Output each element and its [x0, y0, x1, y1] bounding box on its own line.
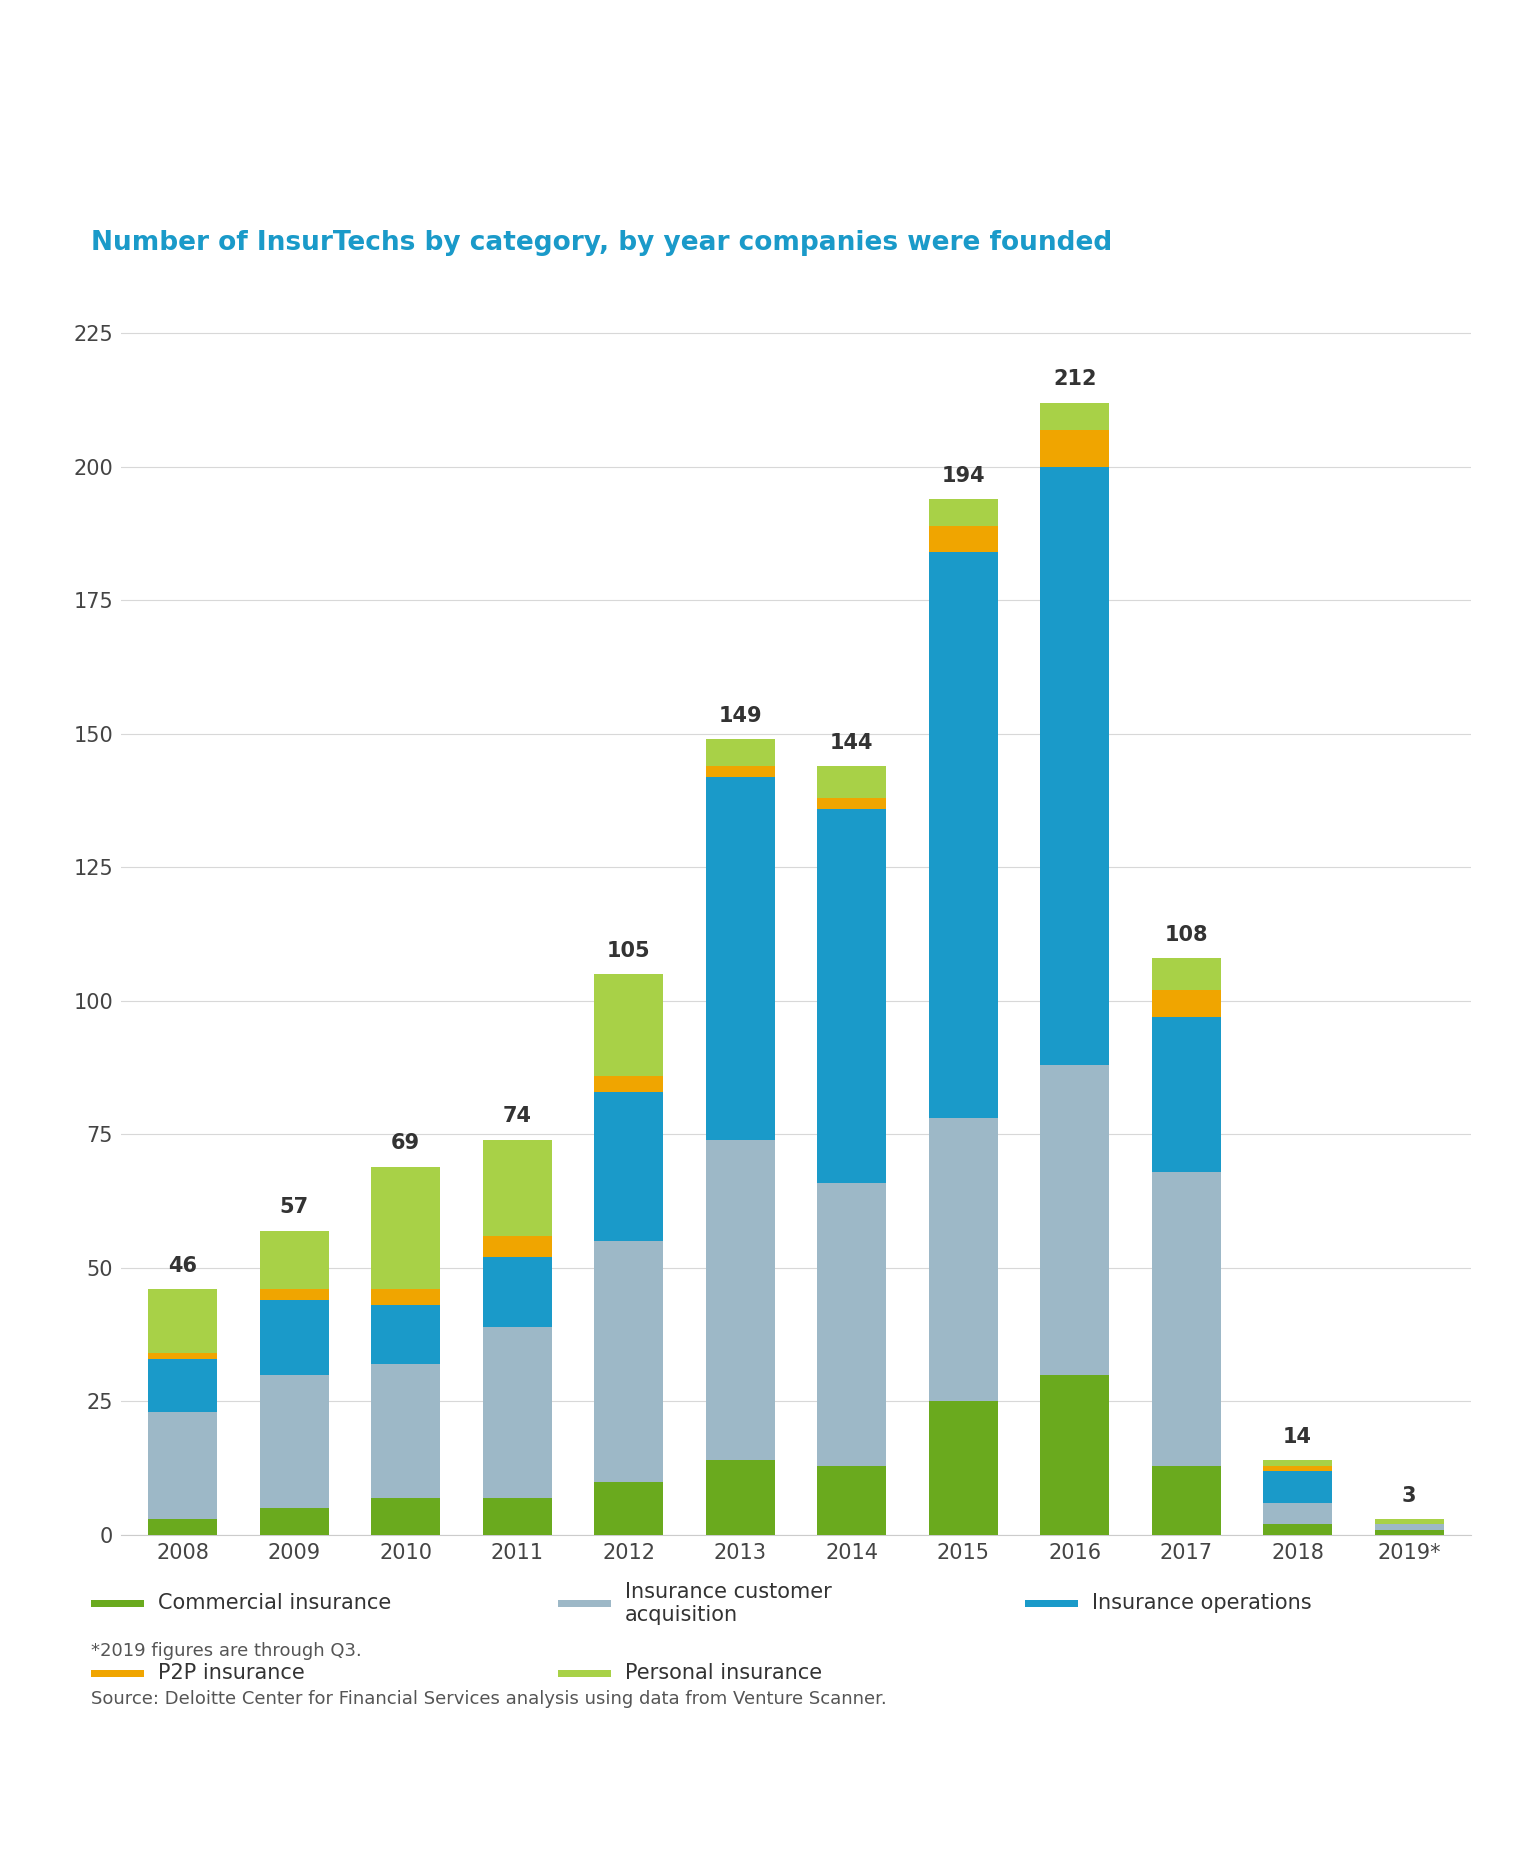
Bar: [1040, 467, 1110, 1065]
Bar: [817, 766, 887, 798]
Bar: [929, 525, 998, 553]
Bar: [1152, 959, 1220, 991]
Bar: [817, 1182, 887, 1465]
Text: 212: 212: [1054, 369, 1096, 390]
Bar: [1040, 403, 1110, 430]
Bar: [1375, 1530, 1443, 1534]
Bar: [371, 1167, 440, 1289]
Bar: [594, 1482, 662, 1534]
Bar: [1040, 1375, 1110, 1534]
Bar: [1152, 1465, 1220, 1534]
Text: Commercial insurance: Commercial insurance: [158, 1593, 391, 1614]
Bar: [929, 499, 998, 525]
FancyBboxPatch shape: [1025, 1599, 1078, 1606]
Text: 105: 105: [606, 940, 650, 961]
Bar: [259, 1508, 329, 1534]
Bar: [371, 1497, 440, 1534]
Bar: [929, 553, 998, 1119]
Bar: [1152, 991, 1220, 1017]
Bar: [594, 1093, 662, 1241]
Text: infopulse: infopulse: [591, 1764, 925, 1825]
Bar: [817, 1465, 887, 1534]
Bar: [1263, 1465, 1333, 1471]
FancyBboxPatch shape: [558, 1670, 611, 1677]
Text: Source: Deloitte Center for Financial Services analysis using data from Venture : Source: Deloitte Center for Financial Se…: [91, 1690, 887, 1708]
Text: Number of InsurTechs by category, by year companies were founded: Number of InsurTechs by category, by yea…: [91, 230, 1113, 256]
Text: 69: 69: [391, 1133, 420, 1154]
FancyBboxPatch shape: [558, 1599, 611, 1606]
Text: 194: 194: [941, 466, 985, 486]
Bar: [705, 766, 775, 777]
Bar: [1375, 1525, 1443, 1530]
Bar: [1263, 1460, 1333, 1465]
Text: P2P insurance: P2P insurance: [158, 1664, 305, 1684]
Bar: [259, 1289, 329, 1300]
Bar: [259, 1230, 329, 1289]
Bar: [817, 798, 887, 809]
Bar: [149, 1519, 217, 1534]
FancyBboxPatch shape: [91, 1599, 144, 1606]
Bar: [259, 1300, 329, 1375]
Bar: [482, 1326, 552, 1497]
Text: 74: 74: [503, 1106, 532, 1126]
Text: Insurance customer
acquisition: Insurance customer acquisition: [625, 1582, 832, 1625]
Text: 149: 149: [719, 707, 763, 725]
Bar: [594, 1076, 662, 1093]
Bar: [1375, 1519, 1443, 1525]
Bar: [149, 1354, 217, 1358]
Bar: [371, 1363, 440, 1497]
Text: Insurance operations: Insurance operations: [1093, 1593, 1311, 1614]
Bar: [705, 740, 775, 766]
Bar: [149, 1412, 217, 1519]
Bar: [259, 1375, 329, 1508]
Text: Personal insurance: Personal insurance: [625, 1664, 822, 1684]
Bar: [482, 1139, 552, 1235]
Bar: [1263, 1525, 1333, 1534]
Text: 144: 144: [829, 733, 873, 753]
Bar: [705, 1139, 775, 1460]
Bar: [929, 1402, 998, 1534]
Bar: [817, 809, 887, 1182]
Bar: [929, 1119, 998, 1402]
Text: 46: 46: [168, 1256, 197, 1276]
Bar: [1040, 1065, 1110, 1375]
Bar: [149, 1358, 217, 1412]
Bar: [1263, 1503, 1333, 1525]
Text: 14: 14: [1283, 1426, 1313, 1447]
Bar: [149, 1289, 217, 1354]
Text: 3: 3: [1402, 1486, 1416, 1506]
Bar: [705, 777, 775, 1139]
Bar: [594, 1241, 662, 1482]
Bar: [482, 1497, 552, 1534]
Bar: [1263, 1471, 1333, 1503]
Text: 57: 57: [279, 1196, 309, 1217]
Bar: [1152, 1017, 1220, 1172]
Bar: [371, 1289, 440, 1306]
Text: *2019 figures are through Q3.: *2019 figures are through Q3.: [91, 1642, 362, 1660]
Bar: [371, 1306, 440, 1363]
Bar: [705, 1460, 775, 1534]
Text: InsurTech startups reach saturation point after
decade of experimentation: InsurTech startups reach saturation poin…: [0, 35, 1516, 165]
Text: 108: 108: [1164, 926, 1208, 944]
Bar: [482, 1258, 552, 1326]
Bar: [482, 1235, 552, 1258]
Bar: [1040, 430, 1110, 467]
FancyBboxPatch shape: [91, 1670, 144, 1677]
Bar: [1152, 1172, 1220, 1465]
Bar: [594, 974, 662, 1076]
